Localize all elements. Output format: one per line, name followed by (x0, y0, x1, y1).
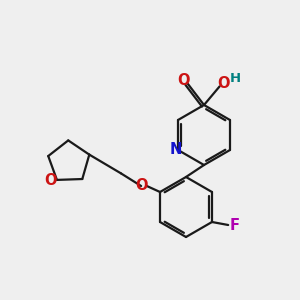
Text: F: F (229, 218, 239, 232)
Text: O: O (44, 173, 57, 188)
Text: N: N (169, 142, 182, 158)
Text: H: H (230, 71, 241, 85)
Text: O: O (135, 178, 147, 193)
Text: O: O (178, 73, 190, 88)
Text: O: O (217, 76, 230, 92)
